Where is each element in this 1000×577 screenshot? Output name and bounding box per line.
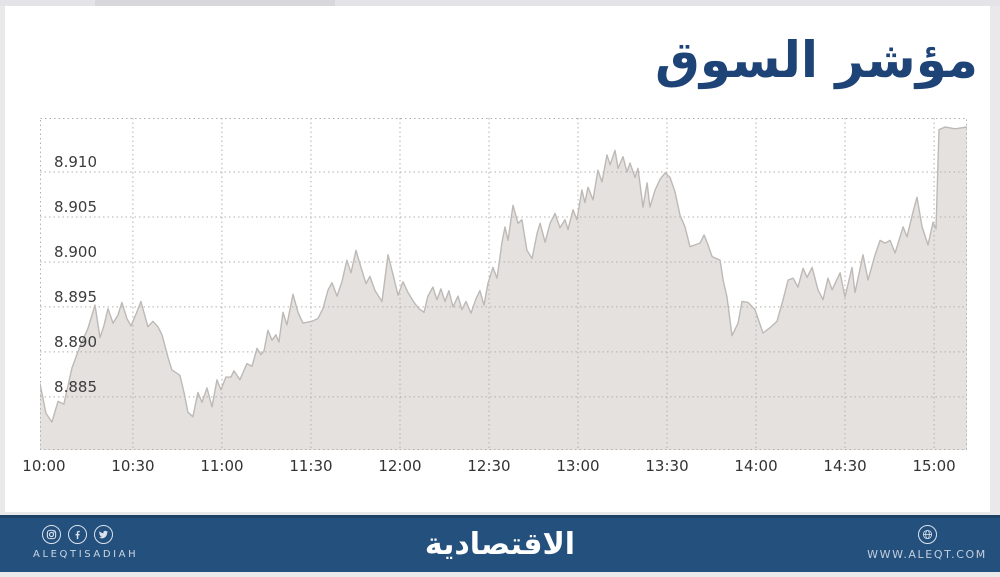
footer-center-block: الاقتصادية	[0, 524, 1000, 566]
top-band	[0, 0, 1000, 6]
y-axis-label: 8.885	[54, 377, 97, 396]
x-axis-label: 14:00	[734, 457, 778, 475]
website-url: WWW.ALEQT.COM	[867, 548, 987, 561]
brand-name: ALEQTISADIAH	[33, 549, 139, 560]
instagram-icon	[42, 525, 61, 544]
y-axis-label: 8.890	[54, 332, 97, 351]
y-axis-label: 8.910	[54, 152, 97, 171]
market-index-chart: 8.910 8.905 8.900 8.895 8.890 8.885 10:00 10:30…	[22, 118, 967, 475]
footer-right-block: WWW.ALEQT.COM	[867, 525, 985, 561]
footer-bar: ALEQTISADIAH الاقتصادية WWW.ALEQT.COM	[0, 515, 1000, 572]
x-axis-label: 11:30	[289, 457, 333, 475]
social-icons	[42, 525, 138, 544]
x-axis-label: 11:00	[200, 457, 244, 475]
newspaper-logo: الاقتصادية	[424, 527, 576, 562]
x-axis-label: 15:00	[912, 457, 956, 475]
x-axis-label: 10:30	[111, 457, 155, 475]
x-axis-label: 12:00	[378, 457, 422, 475]
x-axis-label: 12:30	[467, 457, 511, 475]
x-axis-label: 13:00	[556, 457, 600, 475]
y-axis-label: 8.895	[54, 287, 97, 306]
price-line	[40, 126, 967, 423]
page-title: مؤشر السوق	[655, 31, 978, 89]
x-axis-label: 13:30	[645, 457, 689, 475]
area-fill	[40, 127, 967, 450]
y-axis-label: 8.905	[54, 197, 97, 216]
facebook-icon	[68, 525, 87, 544]
twitter-icon	[94, 525, 113, 544]
footer-left-block: ALEQTISADIAH	[33, 525, 138, 560]
y-axis-label: 8.900	[54, 242, 97, 261]
globe-icon	[917, 525, 937, 544]
x-axis-label: 10:00	[22, 457, 66, 475]
plot-area	[40, 118, 967, 450]
x-axis-label: 14:30	[823, 457, 867, 475]
top-band-shade	[95, 0, 335, 6]
